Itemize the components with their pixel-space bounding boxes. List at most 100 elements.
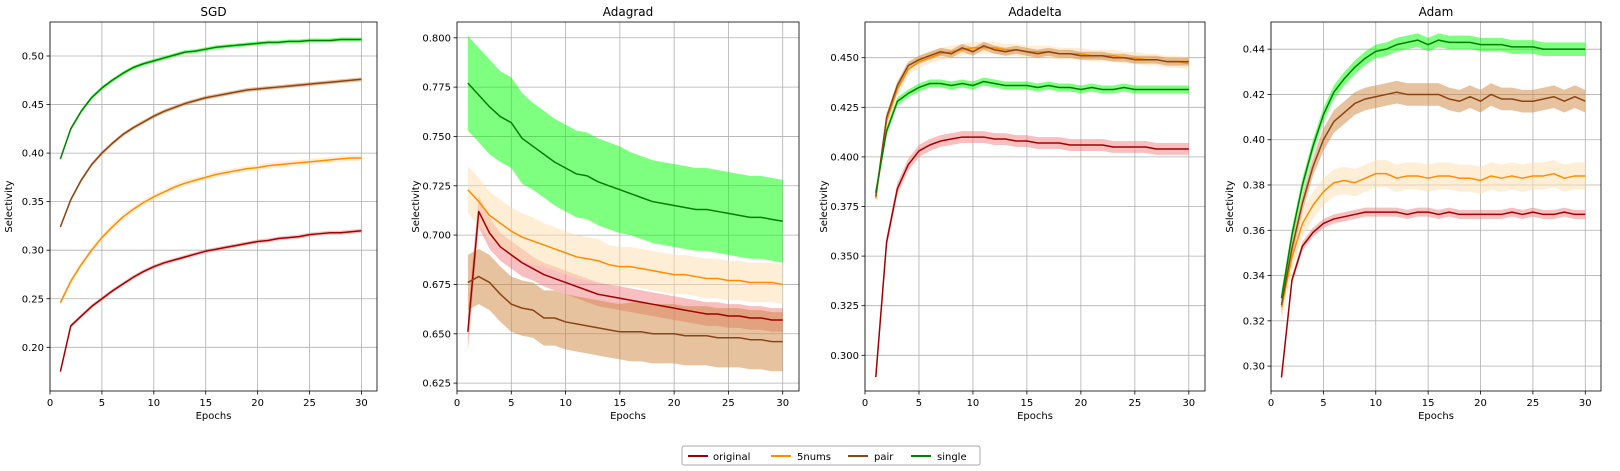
x-tick-label: 30 [355, 398, 368, 409]
band-pair [1281, 80, 1586, 315]
band-5nums [60, 155, 362, 306]
y-tick-label: 0.300 [830, 351, 859, 362]
x-tick-label: 15 [1422, 398, 1435, 409]
band-original [1281, 207, 1586, 382]
y-tick-label: 0.750 [422, 132, 451, 143]
x-tick-label: 15 [1021, 398, 1034, 409]
y-axis-label: Selectivity [819, 180, 830, 232]
series-line-5nums [875, 47, 1189, 199]
y-tick-label: 0.38 [1243, 180, 1265, 191]
subplot-adam: 0 5 10 15 20 25 30 0.30 0.32 0.34 0.36 0.38 0.40 0.42… [1225, 5, 1602, 422]
y-tick-label: 0.40 [1243, 135, 1265, 146]
y-tick-label: 0.30 [1243, 362, 1265, 373]
axes-frame-adagrad [456, 21, 800, 392]
y-tick-label: 0.375 [830, 202, 859, 213]
axes-frame-adam [1270, 21, 1602, 392]
grid-sgd [49, 22, 377, 391]
x-tick-label: 25 [722, 398, 735, 409]
y-tick-label: 0.450 [830, 53, 859, 64]
x-axis-label: Epochs [196, 411, 232, 422]
x-tick-label: 0 [454, 398, 460, 409]
y-tick-label: 0.675 [422, 280, 451, 291]
series-line-pair [875, 45, 1189, 197]
chart-title-adagrad: Adagrad [603, 5, 654, 19]
series-line-single [467, 82, 783, 223]
x-axis-label: Epochs [1017, 411, 1053, 422]
y-axis-label: Selectivity [411, 180, 422, 232]
x-tick-label: 5 [508, 398, 514, 409]
x-tick-label: 5 [1320, 398, 1326, 409]
band-original [875, 131, 1189, 384]
x-tick-label: 30 [1579, 398, 1592, 409]
y-tick-label: 0.775 [422, 83, 451, 94]
y-tick-label: 0.44 [1243, 45, 1265, 56]
y-tick-label: 0.36 [1243, 226, 1265, 237]
legend-frame [681, 445, 981, 466]
x-tick-label: 25 [1128, 398, 1141, 409]
x-tick-label: 25 [303, 398, 316, 409]
x-tick-label: 20 [251, 398, 264, 409]
x-tick-label: 15 [613, 398, 626, 409]
grid-adadelta [864, 22, 1205, 391]
x-tick-label: 30 [776, 398, 789, 409]
band-5nums [467, 166, 783, 305]
subplot-sgd: 0 5 10 15 20 25 30 0.20 0.25 0.30 0.35 0.40 0.45 0.50… [4, 5, 378, 422]
axes-frame-sgd [49, 21, 378, 392]
y-tick-label: 0.425 [830, 103, 859, 114]
y-tick-label: 0.35 [22, 197, 44, 208]
series-line-pair [467, 275, 783, 343]
x-tick-label: 5 [99, 398, 105, 409]
y-tick-label: 0.50 [22, 51, 44, 62]
y-tick-label: 0.625 [422, 379, 451, 390]
x-tick-label: 15 [199, 398, 212, 409]
series-line-pair [1280, 91, 1586, 306]
x-axis-label: Epochs [610, 411, 646, 422]
series-line-original [875, 136, 1189, 378]
legend-entry-pair: pair [848, 452, 894, 463]
x-tick-label: 30 [1182, 398, 1195, 409]
subplot-adagrad: 0 5 10 15 20 25 30 0.625 0.650 0.675 0.700 0.725 0.7… [411, 5, 800, 422]
series-line-original [59, 230, 362, 372]
subplot-adadelta: 0 5 10 15 20 25 30 0.300 0.325 0.350 0.375 0.400 0.4… [819, 5, 1206, 422]
band-single [467, 35, 783, 263]
y-tick-label: 0.400 [830, 152, 859, 163]
series-line-pair [59, 78, 362, 228]
y-tick-label: 0.32 [1243, 316, 1265, 327]
x-tick-label: 10 [1369, 398, 1382, 409]
y-tick-label: 0.700 [422, 231, 451, 242]
legend-label-pair: pair [874, 452, 894, 463]
x-tick-label: 20 [668, 398, 681, 409]
x-axis-label: Epochs [1418, 411, 1454, 422]
y-axis-label: Selectivity [4, 180, 15, 232]
subplots: 0 5 10 15 20 25 30 0.20 0.25 0.30 0.35 0.40 0.45 0.50… [4, 5, 1602, 422]
x-tick-label: 0 [1268, 398, 1274, 409]
y-tick-label: 0.40 [22, 149, 44, 160]
band-single [60, 37, 362, 161]
series-line-original [1280, 211, 1586, 378]
y-tick-label: 0.350 [830, 252, 859, 263]
legend-entry-single: single [911, 452, 967, 463]
x-tick-label: 25 [1527, 398, 1540, 409]
series-line-original [467, 210, 783, 332]
series-line-5nums [467, 189, 783, 286]
series-line-5nums [1280, 172, 1586, 308]
series-line-5nums [59, 157, 362, 303]
legend-label-5nums: 5nums [797, 452, 831, 463]
band-pair [467, 248, 783, 372]
y-tick-label: 0.34 [1243, 271, 1265, 282]
band-5nums [875, 41, 1189, 205]
x-tick-label: 20 [1075, 398, 1088, 409]
x-tick-label: 0 [47, 398, 53, 409]
y-tick-label: 0.42 [1243, 90, 1265, 101]
chart-title-sgd: SGD [200, 5, 226, 19]
y-tick-label: 0.800 [422, 33, 451, 44]
y-tick-label: 0.25 [22, 294, 44, 305]
series-line-single [875, 80, 1189, 193]
x-tick-label: 5 [916, 398, 922, 409]
legend-label-single: single [937, 452, 967, 463]
legend-label-original: original [713, 452, 750, 463]
series-line-single [1280, 39, 1586, 299]
y-tick-label: 0.650 [422, 329, 451, 340]
x-tick-label: 10 [147, 398, 160, 409]
legend-entry-5nums: 5nums [771, 452, 831, 463]
